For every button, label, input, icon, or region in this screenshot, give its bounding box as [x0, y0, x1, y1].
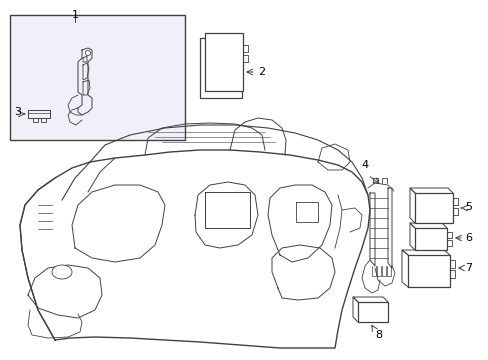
Text: 8: 8 [374, 330, 381, 340]
Text: 4: 4 [361, 160, 368, 170]
Bar [414, 228, 446, 250]
Ellipse shape [85, 50, 90, 55]
Text: 7: 7 [464, 263, 471, 273]
Text: 1: 1 [71, 10, 79, 20]
Bar [10, 15, 184, 140]
Bar [204, 33, 243, 91]
Text: 5: 5 [464, 202, 471, 212]
Text: 6: 6 [464, 233, 471, 243]
Text: 3: 3 [14, 107, 21, 117]
Text: 2: 2 [258, 67, 264, 77]
Ellipse shape [52, 265, 72, 279]
Bar [407, 255, 449, 287]
Bar [200, 38, 242, 98]
Bar [414, 193, 452, 223]
Bar [357, 302, 387, 322]
